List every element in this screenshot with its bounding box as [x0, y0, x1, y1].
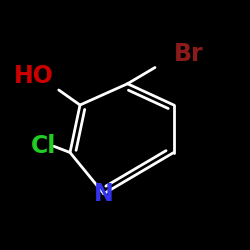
Text: Br: Br — [174, 42, 204, 66]
Text: Cl: Cl — [31, 134, 56, 158]
Text: N: N — [94, 182, 114, 206]
Text: HO: HO — [14, 64, 54, 88]
